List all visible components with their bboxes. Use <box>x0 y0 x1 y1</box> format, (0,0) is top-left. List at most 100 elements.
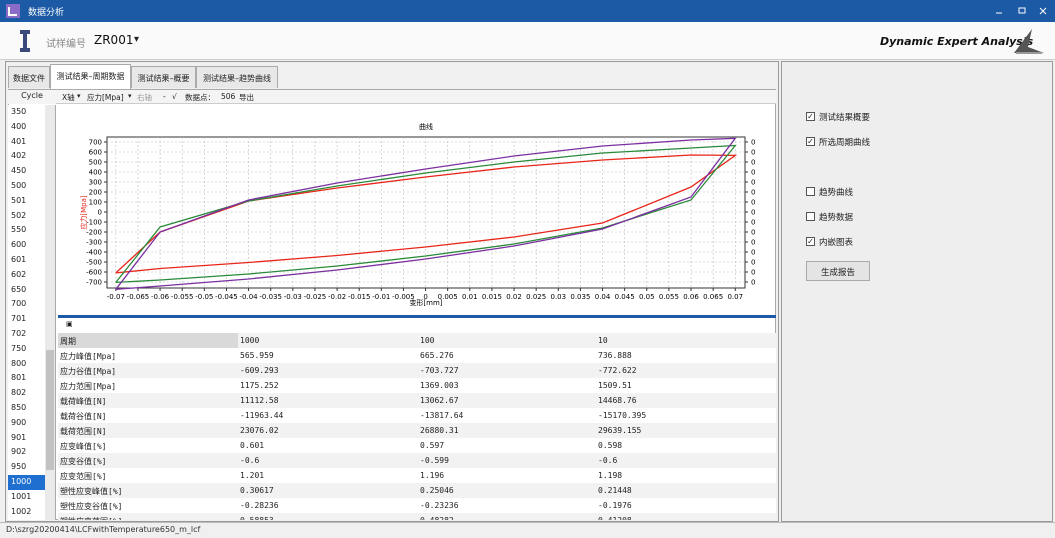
x-tick-label: -0.02 <box>328 293 346 301</box>
cycle-item[interactable]: 350 <box>11 107 27 116</box>
table-cell: 0.21448 <box>598 486 632 495</box>
x-tick-label: 0.03 <box>550 293 566 301</box>
cycle-item[interactable]: 802 <box>11 388 27 398</box>
table-cell: 载荷范围[N] <box>60 427 107 436</box>
checkbox[interactable]: ✓ <box>806 112 815 121</box>
title-bar: 数据分析 <box>0 0 1055 22</box>
logo-text: Dynamic Expert Analysis <box>880 35 1034 48</box>
right-axis-select[interactable]: 右轴 <box>137 93 152 102</box>
cycle-item[interactable]: 701 <box>11 314 27 324</box>
sample-label: 试样编号 <box>46 39 86 50</box>
table-cell: -703.727 <box>420 366 459 375</box>
y-tick-label: -600 <box>86 269 102 277</box>
table-cell: -0.6 <box>240 456 260 465</box>
checkbox-label[interactable]: 内嵌图表 <box>819 238 854 248</box>
tab[interactable]: 测试结果–趋势曲线 <box>196 66 278 88</box>
cycle-item[interactable]: 900 <box>11 417 27 427</box>
checkbox[interactable]: ✓ <box>806 237 815 246</box>
cycle-item[interactable]: 550 <box>11 225 27 235</box>
file-path: D:\szrg20200414\LCFwithTemperature650_m_… <box>6 525 201 534</box>
cycle-item[interactable]: 502 <box>11 210 27 220</box>
cycle-item[interactable]: 950 <box>11 462 27 472</box>
y2-tick-label: 0 <box>751 279 755 287</box>
tab[interactable]: 测试结果–概要 <box>131 66 196 88</box>
table-cell: 应变范围[%] <box>60 472 107 481</box>
cycle-item[interactable]: 850 <box>11 403 27 412</box>
table-row: 应力谷值[Mpa] -609.293 -703.727 -772.622 <box>58 363 776 378</box>
table-cell: 1.198 <box>598 471 623 480</box>
table-cell: 11112.58 <box>240 396 279 405</box>
x-tick-label: -0.005 <box>392 293 415 301</box>
table-cell: -0.6 <box>598 456 618 465</box>
table-row: 载荷谷值[N] -11963.44 -13817.64 -15170.395 <box>58 408 776 423</box>
checkbox[interactable]: ✓ <box>806 137 815 146</box>
cycle-item[interactable]: 1000 <box>8 475 45 490</box>
table-cell: -0.1976 <box>598 501 632 510</box>
y-axis-select[interactable]: 应力[Mpa] <box>87 93 124 102</box>
tab[interactable]: 测试结果–周期数据 <box>50 64 131 89</box>
cycle-item[interactable]: 750 <box>11 343 27 353</box>
x-tick-label: 0.01 <box>462 293 478 301</box>
checkbox-label[interactable]: 趋势数据 <box>819 213 854 223</box>
y2-tick-label: 0 <box>751 139 755 147</box>
cycle-item[interactable]: 501 <box>11 195 27 205</box>
y2-tick-label: 0 <box>751 219 755 227</box>
table-cell: -11963.44 <box>240 411 284 420</box>
tab[interactable]: 数据文件 <box>8 66 50 88</box>
cycle-item[interactable]: 901 <box>11 432 27 442</box>
table-cell: 736.888 <box>598 351 632 360</box>
generate-report-button[interactable]: 生成报告 <box>806 261 870 281</box>
cycle-item[interactable]: 402 <box>11 151 27 161</box>
scroll-thumb[interactable] <box>46 350 54 470</box>
cycle-item[interactable]: 902 <box>11 447 27 457</box>
cycle-item[interactable]: 401 <box>11 136 27 146</box>
checkbox-label[interactable]: 测试结果概要 <box>819 113 871 123</box>
table-cell: 0.41208 <box>598 516 632 520</box>
y-tick-label: 100 <box>89 199 102 207</box>
cycle-item[interactable]: 600 <box>11 240 27 250</box>
x-tick-label: -0.045 <box>215 293 238 301</box>
cycle-item[interactable]: 800 <box>11 358 27 368</box>
cycle-item[interactable]: 500 <box>11 181 27 190</box>
cycle-item[interactable]: 1002 <box>11 506 32 516</box>
cycle-item[interactable]: 801 <box>11 373 27 383</box>
cycle-item[interactable]: 602 <box>11 269 27 279</box>
checkbox-label[interactable]: 所选周期曲线 <box>819 138 871 148</box>
series-line <box>115 137 737 290</box>
checkbox-label[interactable]: 趋势曲线 <box>819 188 854 198</box>
window-controls[interactable] <box>990 5 1050 17</box>
cycle-item[interactable]: 1001 <box>11 491 32 501</box>
cycle-item[interactable]: 601 <box>11 255 27 264</box>
header: 试样编号 ZR001 ▾ Dynamic Expert Analysis <box>0 22 1055 60</box>
x-tick-label: -0.025 <box>304 293 327 301</box>
points-label: 数据点： <box>185 93 215 102</box>
x-axis-label: 变形[mm] <box>409 298 442 307</box>
arrow: ▾ <box>77 92 81 100</box>
table-cell: 塑性应变峰值[%] <box>60 487 123 496</box>
cycle-item[interactable]: 702 <box>11 329 27 338</box>
table-row: 塑性应变峰值[%] 0.30617 0.25046 0.21448 <box>58 483 776 498</box>
cycle-item[interactable]: 700 <box>11 299 27 309</box>
cycle-item[interactable]: 450 <box>11 166 27 176</box>
status-bar: D:\szrg20200414\LCFwithTemperature650_m_… <box>0 522 1055 538</box>
check: √ <box>172 92 177 101</box>
right-panel: ✓ 测试结果概要 ✓ 所选周期曲线 趋势曲线趋势数据 ✓ 内嵌图表生成报告 <box>781 61 1053 522</box>
sample-id[interactable]: ZR001 <box>94 33 134 47</box>
table-cell: 0.597 <box>420 441 445 450</box>
y-tick-label: 300 <box>89 179 102 187</box>
export-button[interactable]: 导出 <box>239 93 254 102</box>
table-cell: 塑性应变谷值[%] <box>60 502 123 511</box>
checkbox[interactable] <box>806 187 815 196</box>
x-axis-select[interactable]: X轴 <box>62 93 75 102</box>
series-line <box>115 144 737 284</box>
table-cell: 1175.252 <box>240 381 279 390</box>
table-cell: -0.23236 <box>420 501 459 510</box>
table-cell: 应力范围[Mpa] <box>60 382 117 391</box>
checkbox[interactable] <box>806 212 815 221</box>
cycle-item[interactable]: 400 <box>11 121 27 131</box>
dropdown-arrow[interactable]: ▾ <box>134 34 140 45</box>
splitter <box>58 315 776 318</box>
table-cell: 0.58853 <box>240 516 274 520</box>
cycle-item[interactable]: 650 <box>11 284 27 294</box>
